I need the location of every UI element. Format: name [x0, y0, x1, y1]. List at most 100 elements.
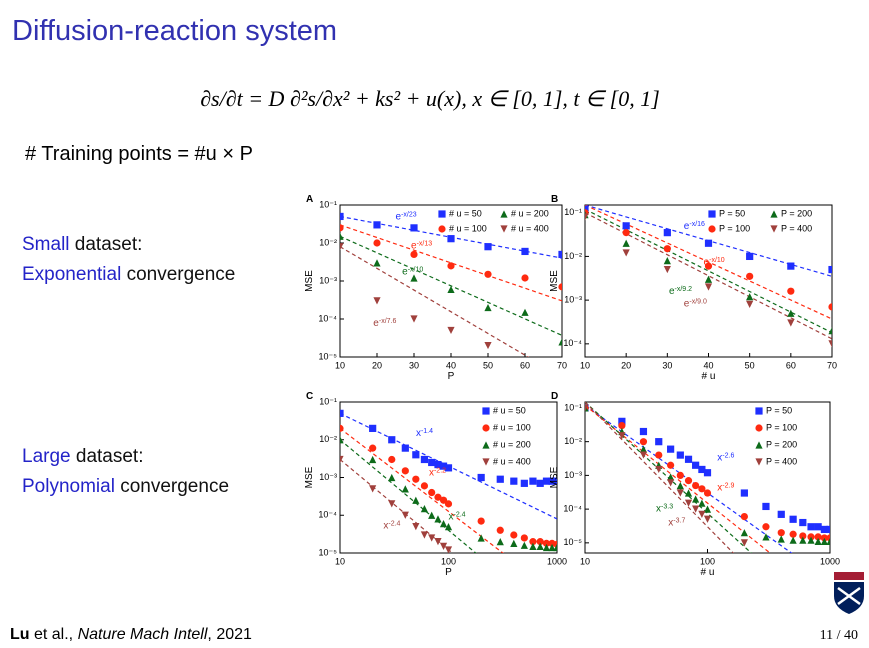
marker-square [618, 417, 626, 425]
panel-label: C [306, 391, 313, 402]
x-tick-label: 10 [580, 360, 590, 370]
marker-square [692, 461, 700, 469]
x-tick-label: 40 [703, 360, 713, 370]
marker-triangle [439, 520, 448, 528]
marker-circle [787, 287, 795, 295]
y-tick-label: 10⁻³ [564, 470, 582, 480]
marker-square [698, 465, 706, 474]
marker-circle [639, 438, 648, 446]
marker-circle [703, 489, 712, 497]
marker-square [663, 229, 671, 237]
marker-square [622, 222, 630, 230]
marker-square [444, 464, 453, 472]
marker-triangle [369, 455, 377, 464]
marker-square [553, 477, 557, 485]
journal: Nature Mach Intell [78, 626, 208, 643]
annotation-base: e [669, 286, 675, 297]
marker-circle [542, 539, 551, 547]
marker-square [340, 409, 344, 417]
marker-triangle [787, 309, 795, 317]
author: Lu [10, 626, 30, 643]
marker-triangle [521, 308, 529, 316]
marker-triangle [500, 225, 508, 233]
fit-line [340, 427, 504, 553]
annotation-base: e [704, 257, 710, 268]
marker-circle [692, 481, 700, 490]
marker-circle [698, 485, 706, 493]
label-text: dataset: [70, 234, 143, 255]
fit-line [585, 402, 735, 553]
marker-triangle [814, 537, 822, 546]
y-tick-label: 10⁻⁴ [563, 503, 582, 513]
panel-label: A [306, 194, 313, 205]
annotation-base: x [668, 517, 673, 528]
annotation-exponent: -2.4 [454, 511, 466, 518]
marker-triangle [496, 538, 504, 546]
marker-triangle [420, 531, 429, 539]
x-tick-label: 10 [335, 556, 345, 566]
marker-circle [373, 239, 381, 247]
marker-circle [412, 475, 420, 483]
marker-circle [521, 274, 529, 282]
y-axis-label: MSE [304, 270, 315, 292]
fit-line [340, 439, 477, 553]
marker-triangle [388, 473, 396, 482]
y-tick-label: 10⁻² [564, 436, 582, 446]
y-axis-label: MSE [304, 466, 315, 488]
legend-label: P = 50 [766, 405, 792, 415]
marker-triangle [439, 542, 448, 550]
annotation-base: x [416, 428, 421, 439]
marker-triangle [755, 458, 763, 466]
marker-circle [755, 424, 763, 432]
marker-triangle [746, 300, 754, 308]
y-tick-label: 10⁻³ [319, 472, 337, 482]
y-tick-label: 10⁻⁵ [564, 537, 583, 547]
panel-label: D [551, 391, 558, 402]
marker-triangle [434, 538, 442, 546]
marker-square [438, 210, 446, 218]
annotation-base: x [383, 520, 388, 531]
marker-triangle [770, 210, 778, 218]
annotation-base: e [396, 212, 402, 223]
legend-label: # u = 400 [493, 456, 531, 466]
marker-circle [622, 229, 630, 237]
marker-triangle [420, 505, 429, 513]
equation: ∂s/∂t = D ∂²s/∂x² + ks² + u(x), x ∈ [0, … [200, 86, 660, 111]
x-tick-label: 60 [786, 360, 796, 370]
marker-square [520, 479, 528, 487]
x-axis-label: # u [702, 371, 716, 382]
marker-triangle [820, 537, 828, 546]
marker-square [746, 252, 754, 261]
marker-triangle [410, 315, 418, 323]
y-tick-label: 10⁻¹ [319, 199, 337, 209]
large-conv: Polynomial convergence [22, 476, 229, 497]
marker-circle [708, 225, 716, 233]
marker-triangle [655, 465, 663, 474]
marker-triangle [663, 265, 671, 274]
legend-label: # u = 400 [511, 223, 549, 233]
marker-circle [340, 224, 344, 232]
plot-area [340, 212, 562, 357]
marker-triangle [401, 485, 409, 493]
fit-annotation: e-x/10 [402, 266, 423, 278]
marker-triangle [447, 285, 455, 294]
marker-square [401, 444, 409, 452]
marker-triangle [340, 232, 344, 240]
marker-triangle [622, 249, 630, 257]
annotation-base: x [717, 452, 722, 463]
marker-circle [520, 534, 528, 542]
marker-triangle [676, 489, 684, 497]
x-tick-label: 30 [662, 360, 672, 370]
chart-panel: A 10 20 30 40 50 60 70 10⁻⁵ 10⁻⁴ 10⁻³ 10⁻² 10⁻¹ P MSE e… [304, 194, 567, 382]
x-tick-label: 40 [446, 360, 456, 370]
y-tick-label: 10⁻² [319, 237, 337, 247]
highlight: Large [22, 446, 71, 467]
fit-annotation: x-2.4 [383, 520, 400, 532]
marker-triangle [704, 275, 713, 283]
annotation-exponent: -x/23 [401, 211, 417, 218]
marker-square [676, 451, 684, 459]
fit-annotation: e-x/10 [704, 257, 725, 269]
marker-circle [740, 513, 748, 521]
legend-label: # u = 100 [493, 422, 531, 432]
